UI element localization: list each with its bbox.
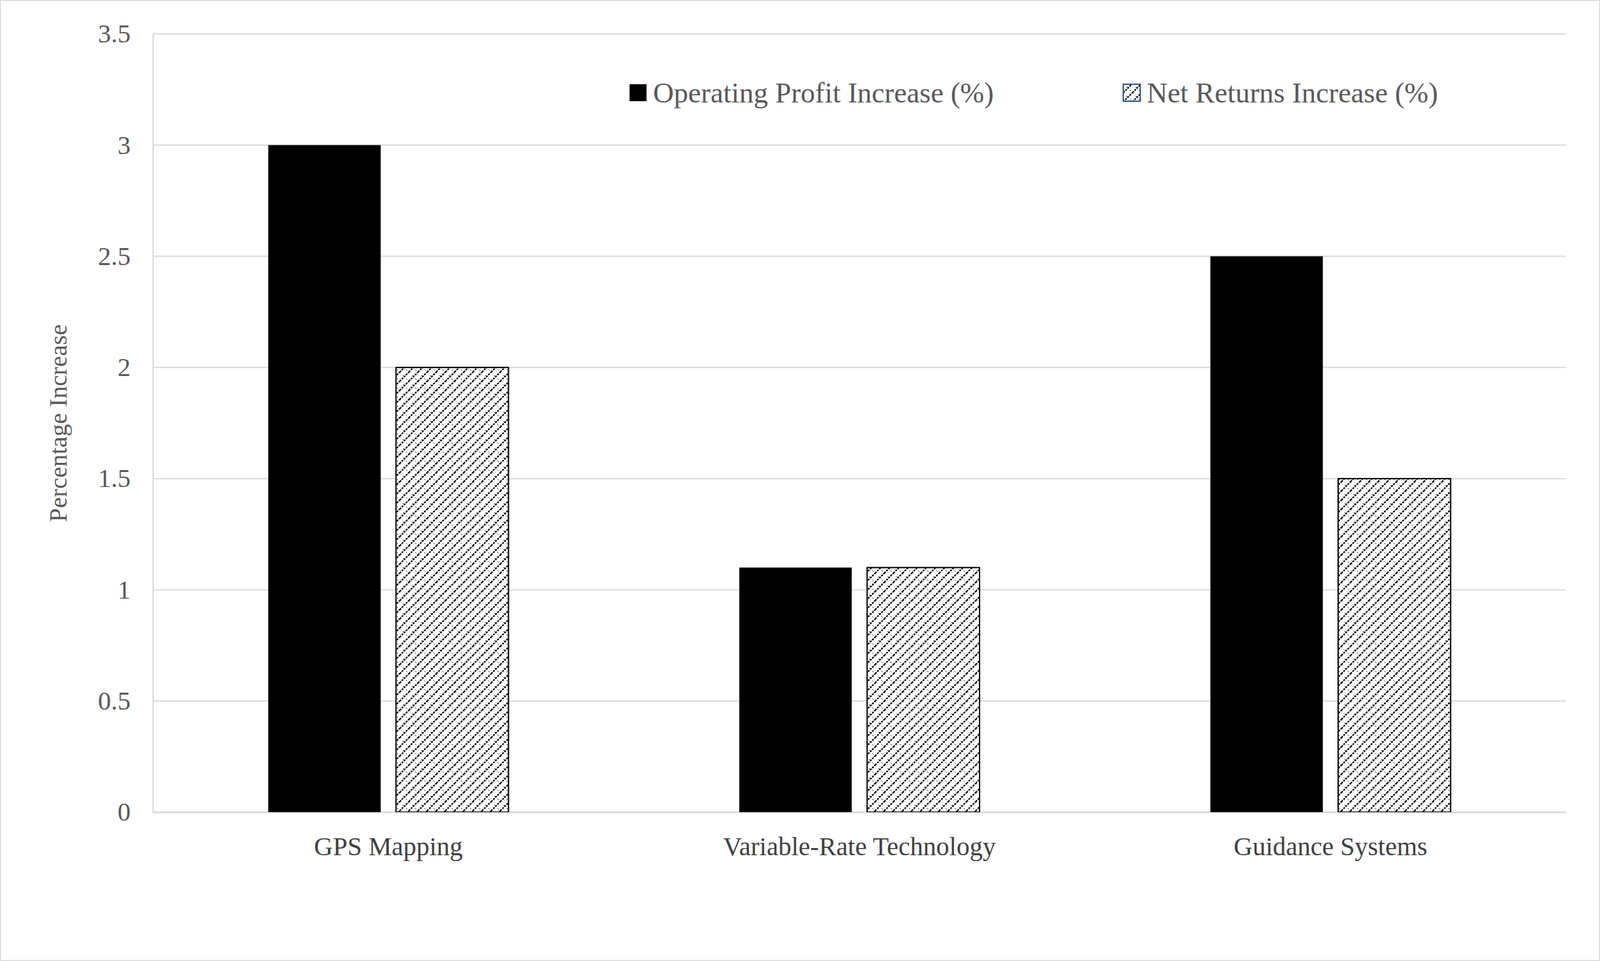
chart: 0 0.5 1 1.5 2 2.5 3 3.5 GPS Mapping Variable-Rate… [0, 0, 1600, 961]
legend-swatch [629, 84, 647, 102]
y-tick: 0 [117, 797, 153, 827]
x-tick: Guidance Systems [1233, 812, 1428, 862]
y-axis-title: Percentage Increase [44, 324, 72, 523]
y-tick-label: 2.5 [97, 241, 131, 272]
y-tick: 1.5 [97, 463, 153, 494]
legend-item: Net Returns Increase (%) [1123, 77, 1439, 110]
y-tick: 2.5 [97, 241, 153, 272]
x-tick-label: Variable-Rate Technology [722, 832, 996, 862]
y-tick-label: 0 [117, 797, 131, 827]
y-tick-label: 2 [117, 352, 131, 383]
legend-label: Net Returns Increase (%) [1146, 77, 1439, 110]
y-axis-line [152, 34, 155, 814]
y-tick-label: 1.5 [97, 463, 131, 494]
x-axis: GPS Mapping Variable-Rate Technology Guida… [153, 812, 1567, 862]
y-tick: 3 [117, 130, 153, 160]
legend-label: Operating Profit Increase (%) [653, 77, 994, 110]
bar [395, 367, 509, 813]
x-tick: GPS Mapping [314, 812, 464, 862]
legend-swatch [1123, 84, 1141, 102]
bars [268, 144, 1452, 813]
bar [739, 567, 852, 813]
x-tick: Variable-Rate Technology [722, 812, 996, 862]
plot: 0 0.5 1 1.5 2 2.5 3 3.5 GPS Mapping Variable-Rate… [97, 18, 1567, 862]
y-tick: 0.5 [97, 686, 153, 716]
y-tick-label: 1 [117, 575, 131, 605]
bar [1338, 478, 1451, 813]
y-tick-label: 0.5 [97, 686, 131, 716]
bar [867, 567, 980, 813]
bar-series [395, 367, 1451, 813]
y-axis: 0 0.5 1 1.5 2 2.5 3 3.5 [97, 18, 154, 827]
background [0, 0, 1600, 961]
bar [268, 144, 381, 813]
y-tick-label: 3 [117, 130, 131, 160]
bar [1210, 256, 1323, 813]
bar-series [268, 144, 1324, 813]
x-tick-label: GPS Mapping [314, 832, 464, 862]
x-tick-label: Guidance Systems [1233, 832, 1428, 862]
y-tick: 3.5 [97, 18, 153, 49]
legend-item: Operating Profit Increase (%) [629, 77, 994, 110]
y-tick-label: 3.5 [97, 18, 131, 49]
y-tick: 2 [117, 352, 153, 383]
grid [152, 33, 1567, 813]
grid-line [152, 33, 1567, 35]
y-tick: 1 [117, 575, 153, 605]
legend: Operating Profit Increase (%) Net Returns… [629, 77, 1439, 110]
